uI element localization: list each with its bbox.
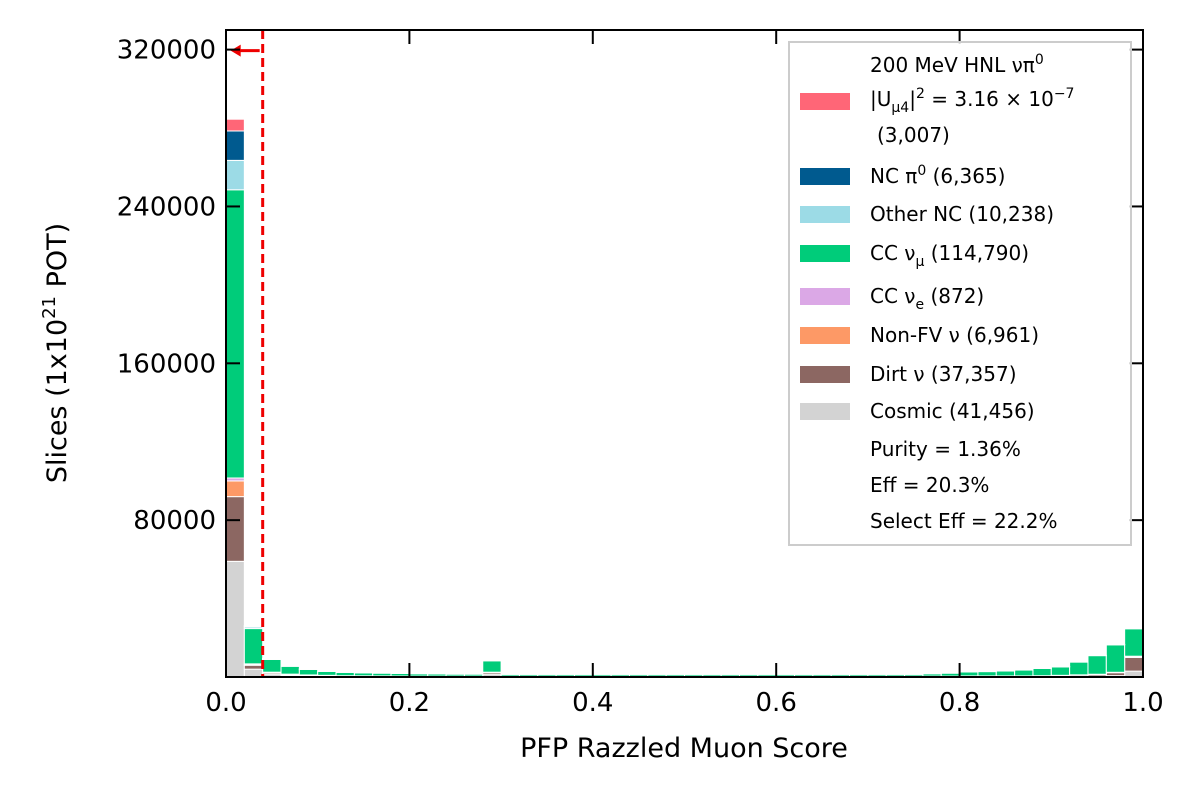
legend-label-cosmic: Cosmic (41,456) [870,399,1035,423]
y-tick-label: 320000 [117,36,216,66]
bar-segment [262,658,282,673]
bar-segment [1124,628,1144,657]
legend-swatch-hnl [800,93,850,110]
legend-swatch-dirt [800,366,850,383]
bar-segment [1069,661,1089,676]
bar-segment [1032,667,1052,677]
bar-segment [1014,669,1034,677]
legend-label-nc-pi0: NC π0 (6,365) [870,163,1005,188]
legend-swatch-non-fv [800,327,850,344]
x-axis-label: PFP Razzled Muon Score [520,733,848,764]
legend-label-hnl-line1: 200 MeV HNL νπ0 [870,52,1044,77]
legend-swatch-cc-numu [800,245,850,262]
bar-segment [298,668,319,676]
x-tick-label: 1.0 [1122,688,1163,718]
bar-segment [225,480,245,498]
bar-segment [225,496,245,562]
y-tick-label: 160000 [117,349,216,379]
bar-segment [1105,644,1126,673]
legend-label-hnl-line3: (3,007) [877,123,950,147]
legend-label-cc-numu: CC νμ (114,790) [870,241,1029,270]
legend-swatch-cc-nue [800,288,850,305]
legend-purity: Purity = 1.36% [870,437,1021,461]
legend-label-non-fv: Non-FV ν (6,961) [870,323,1039,347]
bar-segment [243,668,264,678]
legend-swatch-nc-pi0 [800,168,850,185]
x-tick-label: 0.2 [389,688,430,718]
legend-label-hnl-line2: |Uμ4|2 = 3.16 × 10−7 [870,86,1074,116]
bar-segment [243,664,264,670]
bar-segment [225,189,245,479]
axis-tick-labels: 0.0 0.2 0.4 0.6 0.8 1.0 80000 160000 240000 32000… [117,36,1164,718]
legend-select-efficiency: Select Eff = 22.2% [870,509,1057,533]
bar-segment [1124,656,1144,672]
bar-segment [959,671,979,677]
axis-ticks [225,30,1144,677]
bar-segment [995,670,1016,677]
legend-label-cc-nue: CC νe (872) [870,284,984,313]
x-tick-label: 0.6 [756,688,797,718]
bar-segment [243,628,264,665]
x-tick-label: 0.8 [939,688,980,718]
x-tick-label: 0.4 [572,688,613,718]
y-tick-label: 80000 [133,506,216,536]
bar-segment [225,159,245,191]
bar-segment [1050,666,1071,676]
bar-segment [225,560,245,678]
y-tick-label: 240000 [117,192,216,222]
x-tick-label: 0.0 [205,688,246,718]
y-axis-label: Slices (1x1021 POT) [39,223,73,483]
bar-segment [317,670,337,676]
bar-segment [977,671,997,677]
legend-swatch-other-nc [800,206,850,223]
legend-efficiency: Eff = 20.3% [870,473,989,497]
bar-segment [482,660,502,673]
bar-segment [225,118,245,132]
bar-segment [1087,655,1107,675]
bar-segment [280,665,300,675]
legend: 200 MeV HNL νπ0 |Uμ4|2 = 3.16 × 10−7 (3,… [788,41,1132,546]
plot-frame [225,29,1144,678]
legend-label-other-nc: Other NC (10,238) [870,202,1054,226]
legend-label-dirt: Dirt ν (37,357) [870,362,1017,386]
legend-swatch-cosmic [800,403,850,420]
bar-segment [225,130,245,161]
